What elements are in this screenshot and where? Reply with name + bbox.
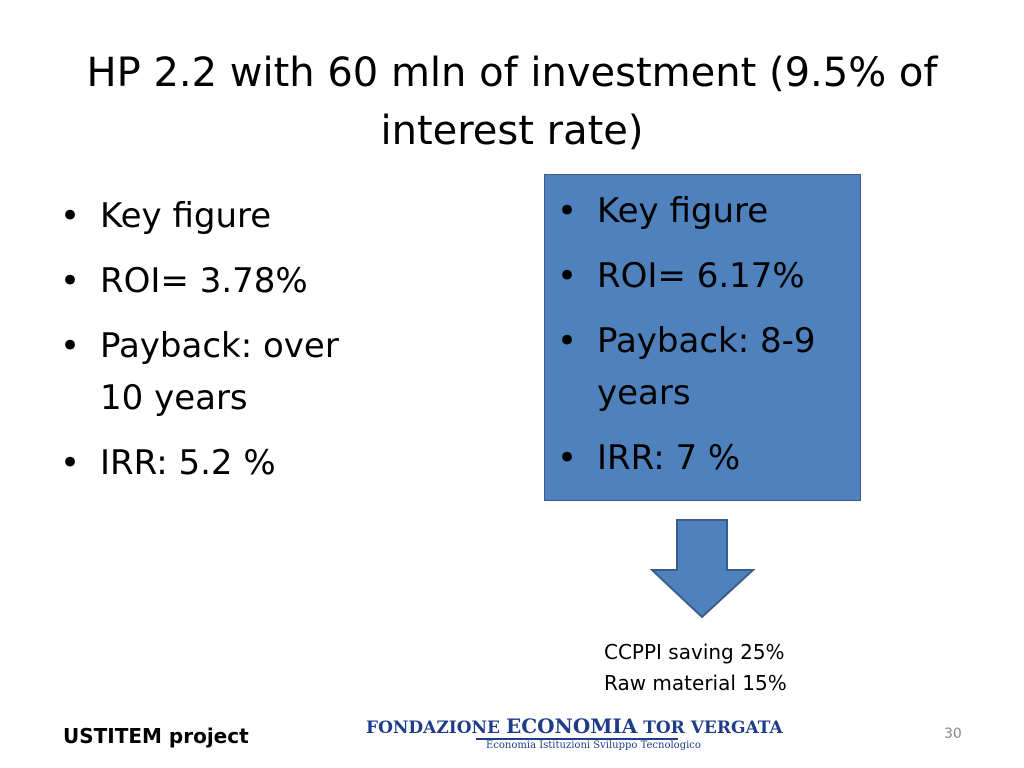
logo-sub: Economia Istituzioni Sviluppo Tecnologic… [476, 738, 701, 751]
bullet: Payback: over 10 years [60, 320, 380, 424]
logo-text: TOR VERGATA [643, 718, 783, 738]
bullet: IRR: 5.2 % [60, 437, 380, 489]
bullet: Key figure [60, 190, 380, 242]
project-label: USTITEM project [63, 724, 249, 748]
bullet: Payback: 8-9 years [557, 315, 847, 419]
bullet: Key figure [557, 185, 847, 237]
down-arrow [650, 519, 756, 619]
note: CCPPI saving 25% [604, 640, 785, 664]
slide-title: HP 2.2 with 60 mln of investment (9.5% o… [86, 50, 938, 154]
logo-text: FONDAZIONE [366, 718, 501, 738]
right-list: Key figure ROI= 6.17% Payback: 8-9 years… [557, 185, 847, 497]
left-list: Key figure ROI= 3.78% Payback: over 10 y… [60, 190, 380, 502]
note: Raw material 15% [604, 671, 787, 695]
logo-text: ECONOMIA [505, 714, 638, 738]
logo: FONDAZIONE ECONOMIA TOR VERGATA Economia… [366, 714, 783, 751]
highlight-box: Key figure ROI= 6.17% Payback: 8-9 years… [544, 174, 861, 501]
page-number: 30 [944, 726, 962, 742]
bullet: ROI= 6.17% [557, 250, 847, 302]
bullet: ROI= 3.78% [60, 255, 380, 307]
notes: CCPPI saving 25% Raw material 15% [604, 637, 787, 699]
bullet: IRR: 7 % [557, 432, 847, 484]
